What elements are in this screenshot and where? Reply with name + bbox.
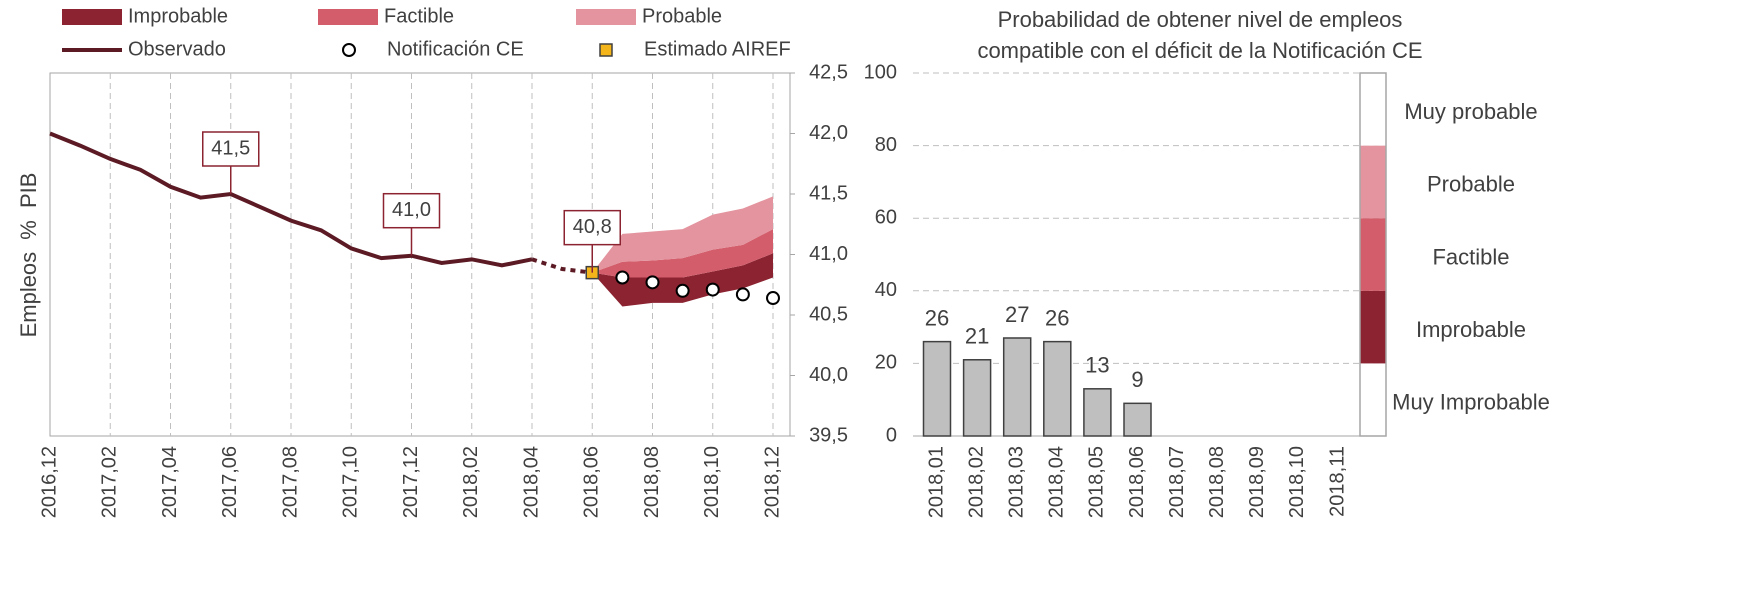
x-tick-label: 2017,04 xyxy=(159,446,181,518)
scale-label: Probable xyxy=(1427,172,1515,197)
scale-segment xyxy=(1360,218,1386,291)
y-tick-label: 40,5 xyxy=(809,303,848,325)
x-tick-label: 2018,06 xyxy=(581,446,603,518)
y-tick-label: 42,5 xyxy=(809,61,848,83)
x-tick-label: 2018,10 xyxy=(1286,446,1308,518)
annotation-label: 40,8 xyxy=(573,216,612,238)
x-tick-label: 2018,06 xyxy=(1126,446,1148,518)
legend-swatch xyxy=(62,9,122,25)
annotation-label: 41,0 xyxy=(392,199,431,221)
y-tick-label: 41,0 xyxy=(809,243,848,265)
x-tick-label: 2017,08 xyxy=(279,446,301,518)
band-area xyxy=(592,229,773,278)
value-label: 26 xyxy=(1045,305,1069,330)
x-tick-label: 2018,04 xyxy=(1046,446,1068,518)
x-tick-label: 2018,08 xyxy=(1206,446,1228,518)
x-tick-label: 2018,10 xyxy=(701,446,723,518)
x-tick-label: 2017,02 xyxy=(99,446,121,518)
scale-segment xyxy=(1360,145,1386,219)
marker xyxy=(766,291,780,306)
bar xyxy=(1002,337,1032,437)
y-tick-label: 100 xyxy=(864,61,897,83)
x-tick-label: 2018,11 xyxy=(1326,446,1348,517)
x-tick-label: 2016,12 xyxy=(38,446,60,518)
x-tick-label: 2018,12 xyxy=(761,446,783,518)
scale-segment xyxy=(1360,363,1386,436)
bar xyxy=(922,340,952,437)
x-tick-label: 2018,01 xyxy=(925,446,947,518)
line xyxy=(49,131,533,268)
y-tick-label: 0 xyxy=(886,424,897,446)
legend-label: Observado xyxy=(128,38,226,60)
scale-label: Factible xyxy=(1432,244,1509,269)
x-tick-label: 2018,09 xyxy=(1246,446,1268,518)
y-tick-label: 80 xyxy=(875,134,897,156)
bar xyxy=(1083,388,1112,437)
y-tick-label: 39,5 xyxy=(809,424,848,446)
annotation-box xyxy=(563,209,621,246)
x-tick-label: 2018,02 xyxy=(460,446,482,518)
scale-label: Muy probable xyxy=(1404,99,1537,124)
y-tick-label: 42,0 xyxy=(809,122,848,144)
y-axis-label: Empleos % PIB xyxy=(16,173,41,338)
scale-frame xyxy=(1359,72,1387,437)
y-tick-label: 60 xyxy=(875,206,897,228)
legend-label: Notificación CE xyxy=(387,38,524,60)
band-area xyxy=(592,253,773,307)
x-tick-label: 2018,03 xyxy=(1005,446,1027,518)
x-tick-label: 2018,05 xyxy=(1086,446,1108,518)
x-tick-label: 2017,06 xyxy=(219,446,241,518)
x-tick-label: 2018,02 xyxy=(965,446,987,518)
x-tick-label: 2017,10 xyxy=(340,446,362,518)
scale-label: Muy Improbable xyxy=(1392,390,1550,415)
marker xyxy=(675,283,690,298)
legend-swatch xyxy=(576,9,636,25)
y-tick-label: 20 xyxy=(875,352,897,374)
y-tick-label: 40,0 xyxy=(809,364,848,386)
x-tick-label: 2017,12 xyxy=(400,446,422,518)
x-tick-label: 2018,07 xyxy=(1166,446,1188,518)
chart-title: compatible con el déficit de la Notifica… xyxy=(977,38,1422,63)
y-tick-label: 40 xyxy=(875,279,897,301)
scale-segment xyxy=(1360,290,1386,364)
annotation-box xyxy=(202,131,260,167)
x-tick-label: 2018,04 xyxy=(520,446,542,518)
annotation-box xyxy=(382,192,441,229)
bar xyxy=(1123,402,1152,437)
legend-label: Estimado AIREF xyxy=(644,38,791,60)
y-tick-label: 41,5 xyxy=(809,182,848,204)
legend-swatch xyxy=(318,9,378,25)
marker xyxy=(615,270,630,285)
scale-label: Improbable xyxy=(1416,317,1526,342)
legend-label: Factible xyxy=(384,5,454,27)
scale-segment xyxy=(1360,73,1386,146)
value-label: 13 xyxy=(1085,353,1109,378)
chart-title: Probabilidad de obtener nivel de empleos xyxy=(998,7,1403,32)
legend-label: Probable xyxy=(642,5,722,27)
legend-label: Improbable xyxy=(128,5,228,27)
marker xyxy=(645,275,660,290)
value-label: 26 xyxy=(925,305,949,330)
line-dotted xyxy=(531,257,593,275)
band-area xyxy=(592,196,773,273)
marker xyxy=(735,287,750,302)
legend-marker xyxy=(342,43,356,57)
annotation-label: 41,5 xyxy=(211,137,250,159)
legend-marker xyxy=(599,43,613,57)
bar xyxy=(1043,340,1072,437)
bar xyxy=(962,359,992,437)
marker xyxy=(705,282,720,297)
x-tick-label: 2018,08 xyxy=(641,446,663,518)
value-label: 27 xyxy=(1005,302,1029,327)
value-label: 21 xyxy=(965,324,989,349)
value-label: 9 xyxy=(1131,367,1143,392)
